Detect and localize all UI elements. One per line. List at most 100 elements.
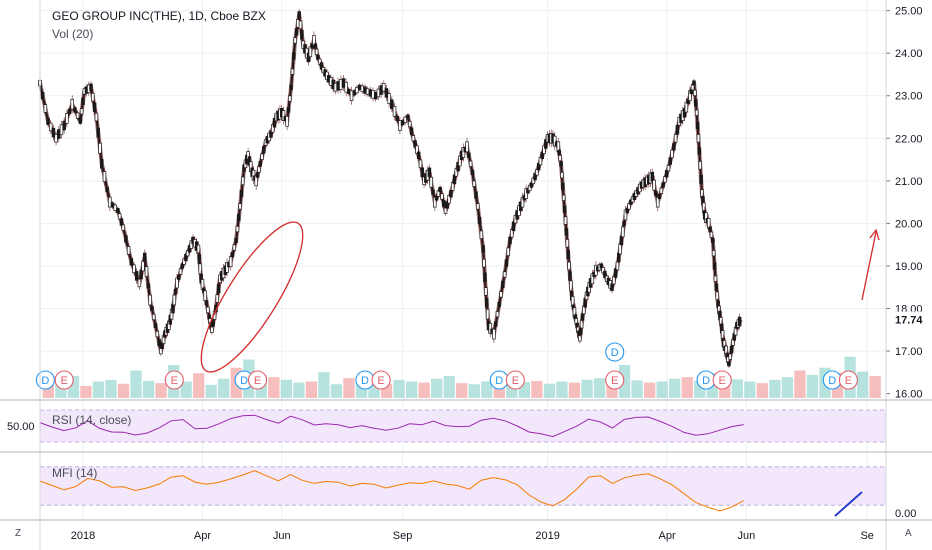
- candle: [699, 174, 703, 185]
- candle: [178, 268, 183, 275]
- volume-bar: [443, 376, 455, 398]
- candle: [75, 112, 80, 119]
- candle: [40, 92, 45, 100]
- earnings-marker[interactable]: [838, 370, 858, 390]
- rsi-pane: [39, 409, 886, 443]
- candle: [564, 228, 569, 236]
- candle: [70, 98, 74, 110]
- mfi-trendline: [834, 491, 863, 517]
- candle: [692, 80, 696, 86]
- time-tick-label: Apr: [194, 530, 211, 542]
- candle: [566, 249, 570, 260]
- candle: [411, 135, 416, 142]
- candle: [98, 142, 102, 154]
- earnings-marker[interactable]: [371, 370, 391, 390]
- candle: [228, 256, 233, 268]
- candle: [390, 99, 394, 110]
- candle: [476, 203, 480, 210]
- earnings-marker[interactable]: [164, 370, 184, 390]
- candle: [241, 176, 245, 186]
- volume-bar: [330, 384, 343, 398]
- candle: [442, 199, 446, 208]
- candle: [157, 338, 161, 347]
- mfi-pane: [39, 466, 886, 517]
- symbol-legend[interactable]: GEO GROUP INC(THE), 1D, Cboe BZX: [52, 9, 266, 23]
- rsi-scale-label: 50.00: [7, 421, 35, 433]
- candle: [623, 209, 628, 221]
- candle: [661, 182, 665, 188]
- dividend-marker[interactable]: [605, 342, 625, 362]
- candle: [695, 121, 700, 130]
- candle: [262, 145, 266, 154]
- dividend-marker[interactable]: [35, 370, 55, 390]
- candle: [483, 272, 487, 283]
- volume-bar: [618, 365, 631, 398]
- volume-bar: [656, 381, 668, 398]
- candle: [116, 208, 120, 214]
- event-label: E: [171, 375, 178, 387]
- earnings-marker[interactable]: [605, 370, 625, 390]
- candle: [175, 277, 179, 289]
- volume-bar: [681, 377, 693, 398]
- candle: [100, 159, 104, 169]
- rsi-legend[interactable]: RSI (14, close): [52, 413, 132, 427]
- event-label: E: [611, 375, 618, 387]
- event-label: D: [495, 375, 503, 387]
- volume-bar: [456, 383, 468, 398]
- time-axis[interactable]: 2018 Apr Jun Sep 2019 Apr Jun Se: [71, 530, 874, 542]
- earnings-marker[interactable]: [54, 370, 74, 390]
- last-price-tag: [887, 311, 931, 328]
- candle: [477, 216, 482, 225]
- candle: [713, 275, 718, 282]
- price-tick-label: 20.00: [895, 218, 923, 230]
- candle: [472, 180, 476, 187]
- price-axis[interactable]: 16.0017.0018.0019.0020.0021.0022.0023.00…: [886, 6, 931, 401]
- candle: [210, 326, 214, 333]
- candle: [495, 311, 500, 318]
- candle: [129, 258, 134, 266]
- candle: [51, 127, 56, 138]
- candle: [286, 107, 291, 113]
- time-tick-label: Se: [860, 530, 873, 542]
- event-label: D: [361, 375, 369, 387]
- candle: [698, 161, 702, 170]
- candle: [715, 291, 719, 300]
- volume-bar: [105, 379, 117, 398]
- candle: [727, 361, 731, 367]
- candle: [420, 167, 425, 178]
- candle: [663, 176, 667, 183]
- candle: [652, 179, 656, 191]
- volume-bar: [869, 376, 881, 398]
- candle: [694, 109, 699, 116]
- candle: [728, 353, 732, 360]
- mfi-legend[interactable]: MFI (14): [52, 466, 98, 480]
- candle: [235, 225, 240, 233]
- main-pane-bg: [40, 0, 886, 400]
- candle: [655, 196, 660, 208]
- candle: [467, 152, 471, 158]
- earnings-marker[interactable]: [712, 370, 732, 390]
- candle: [308, 46, 313, 58]
- volume-bar: [781, 377, 794, 398]
- candle: [384, 88, 389, 98]
- log-scale-toggle[interactable]: Z: [15, 528, 22, 539]
- candle: [670, 149, 674, 159]
- event-markers[interactable]: D E E D E D E D EDE D E D E: [35, 342, 858, 390]
- candle: [79, 108, 84, 115]
- candle: [443, 207, 448, 214]
- volume-bar: [318, 372, 330, 398]
- candle: [204, 300, 209, 306]
- volume-bar: [769, 379, 781, 398]
- earnings-marker[interactable]: [505, 370, 525, 390]
- volume-bar: [518, 382, 531, 398]
- candle: [684, 101, 689, 113]
- auto-scale-toggle[interactable]: A: [905, 528, 912, 539]
- volume-bar: [205, 384, 217, 398]
- earnings-marker[interactable]: [247, 370, 268, 390]
- candle: [675, 125, 680, 135]
- candle: [344, 81, 348, 93]
- event-label: D: [240, 375, 248, 387]
- candle: [429, 176, 433, 188]
- volume-legend[interactable]: Vol (20): [52, 27, 94, 41]
